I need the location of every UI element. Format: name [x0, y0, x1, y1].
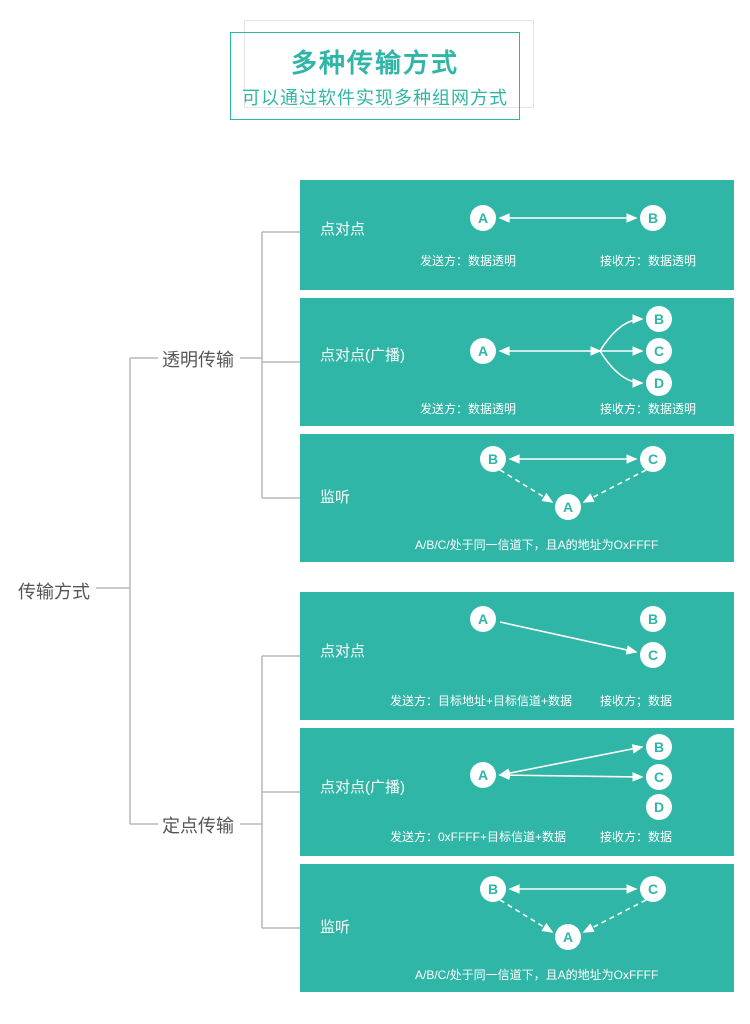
node-A: A — [470, 338, 496, 364]
node-A: A — [555, 924, 581, 950]
caption: A/B/C/处于同一信道下，且A的地址为OxFFFF — [415, 536, 658, 553]
caption: 接收方：数据 — [600, 828, 672, 845]
node-C: C — [646, 764, 672, 790]
diagram-card-c1: 点对点AB发送方：数据透明接收方：数据透明 — [300, 180, 734, 290]
caption: 接收方；数据 — [600, 692, 672, 709]
diagram-card-c2: 点对点(广播)ABCD发送方：数据透明接收方：数据透明 — [300, 298, 734, 426]
caption: 接收方：数据透明 — [600, 252, 696, 269]
caption: 发送方：数据透明 — [420, 400, 516, 417]
node-D: D — [646, 794, 672, 820]
card-arrows — [300, 180, 734, 290]
caption: 接收方：数据透明 — [600, 400, 696, 417]
diagram-card-c5: 点对点(广播)ABCD发送方：0xFFFF+目标信道+数据接收方：数据 — [300, 728, 734, 856]
node-C: C — [640, 642, 666, 668]
node-B: B — [640, 205, 666, 231]
node-A: A — [555, 494, 581, 520]
node-D: D — [646, 370, 672, 396]
tree-root-label: 传输方式 — [18, 578, 90, 604]
caption: A/B/C/处于同一信道下，且A的地址为OxFFFF — [415, 966, 658, 983]
node-B: B — [646, 734, 672, 760]
node-B: B — [480, 876, 506, 902]
node-C: C — [640, 876, 666, 902]
tree-category-transparent: 透明传输 — [162, 346, 234, 372]
caption: 发送方：0xFFFF+目标信道+数据 — [390, 828, 566, 845]
caption: 发送方：数据透明 — [420, 252, 516, 269]
node-B: B — [646, 306, 672, 332]
node-C: C — [646, 338, 672, 364]
diagram-card-c6: 监听BCAA/B/C/处于同一信道下，且A的地址为OxFFFF — [300, 864, 734, 992]
node-A: A — [470, 205, 496, 231]
caption: 发送方：目标地址+目标信道+数据 — [390, 692, 572, 709]
node-A: A — [470, 762, 496, 788]
tree-category-fixed: 定点传输 — [162, 812, 234, 838]
node-B: B — [480, 446, 506, 472]
node-C: C — [640, 446, 666, 472]
node-A: A — [470, 606, 496, 632]
diagram-card-c4: 点对点ABC发送方：目标地址+目标信道+数据接收方；数据 — [300, 592, 734, 720]
node-B: B — [640, 606, 666, 632]
diagram-card-c3: 监听BCAA/B/C/处于同一信道下，且A的地址为OxFFFF — [300, 434, 734, 562]
